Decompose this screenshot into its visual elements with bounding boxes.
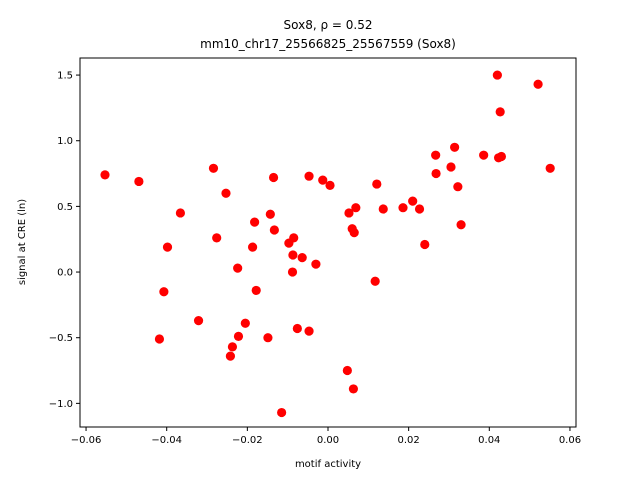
data-point: [297, 253, 307, 263]
data-point: [372, 179, 382, 189]
data-point: [221, 188, 231, 198]
data-point: [325, 180, 335, 190]
x-tick-label: −0.04: [151, 435, 182, 446]
data-point: [398, 203, 408, 213]
data-point: [287, 267, 298, 277]
x-tick-label: 0.04: [478, 435, 500, 446]
y-tick-label: −0.5: [49, 333, 73, 344]
x-tick-label: 0.00: [317, 435, 339, 446]
data-point: [304, 171, 314, 181]
data-point: [233, 263, 243, 273]
data-point: [431, 150, 441, 160]
data-point: [351, 203, 361, 213]
data-point: [292, 323, 302, 334]
y-tick-label: −1.0: [49, 399, 73, 410]
data-point: [342, 365, 352, 376]
data-point: [492, 70, 502, 80]
x-tick-label: −0.06: [71, 435, 102, 446]
data-point: [408, 196, 418, 206]
data-point: [349, 228, 359, 238]
data-point: [250, 217, 260, 227]
ticks-layer: −0.06 −0.04 −0.02 0.00 0.02 0.04 0.06 −1.0 −0.5 0…: [49, 71, 581, 446]
y-tick-label: 1.0: [57, 136, 73, 147]
data-point: [311, 259, 321, 269]
x-tick-label: −0.02: [232, 435, 263, 446]
y-tick-label: 0.0: [57, 268, 73, 279]
data-point: [225, 351, 236, 361]
data-point: [414, 204, 425, 214]
data-point: [247, 242, 258, 252]
data-point: [100, 170, 110, 180]
data-point: [265, 209, 275, 219]
data-point: [288, 250, 298, 260]
x-tick-label: 0.02: [398, 435, 420, 446]
data-point: [289, 233, 299, 243]
y-tick-label: 0.5: [57, 202, 73, 213]
y-axis-label: signal at CRE (ln): [17, 199, 28, 285]
data-point: [446, 162, 456, 172]
data-point: [154, 334, 165, 344]
data-point: [240, 318, 250, 328]
y-tick-label: 1.5: [57, 71, 73, 82]
x-axis-label: motif activity: [295, 459, 361, 470]
data-point: [175, 208, 186, 218]
data-point: [208, 163, 219, 173]
data-point: [420, 239, 430, 250]
data-point: [134, 176, 144, 187]
data-point: [545, 163, 555, 173]
chart-title-line2: mm10_chr17_25566825_25567559 (Sox8): [200, 37, 456, 51]
data-point: [431, 168, 441, 179]
data-point: [251, 285, 261, 296]
data-point: [263, 333, 273, 343]
data-point: [318, 175, 328, 185]
data-point: [495, 107, 505, 117]
data-point: [496, 151, 506, 162]
data-point: [348, 384, 359, 394]
data-point: [227, 342, 238, 352]
data-point: [277, 407, 287, 418]
data-point: [370, 276, 380, 286]
data-point: [344, 208, 354, 218]
data-point: [533, 79, 543, 89]
x-tick-label: 0.06: [559, 435, 581, 446]
plot-frame: [79, 57, 577, 428]
data-point: [193, 316, 204, 326]
data-point: [479, 150, 489, 160]
data-point: [378, 204, 388, 214]
data-point: [456, 220, 466, 230]
data-point: [450, 142, 460, 152]
data-point: [268, 172, 279, 183]
data-point: [162, 242, 173, 252]
data-point: [159, 287, 169, 297]
data-point: [212, 233, 222, 243]
data-point: [453, 182, 463, 192]
data-point: [233, 331, 244, 341]
chart-title-line1: Sox8, ρ = 0.52: [284, 18, 373, 32]
data-point: [269, 225, 279, 235]
data-point: [304, 326, 314, 336]
points-layer: [100, 70, 555, 418]
